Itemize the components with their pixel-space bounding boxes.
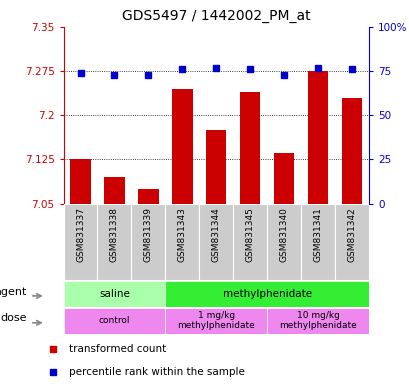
- Bar: [165, 204, 199, 280]
- Text: GSM831341: GSM831341: [313, 207, 322, 262]
- Text: transformed count: transformed count: [69, 344, 166, 354]
- Text: methylphenidate: methylphenidate: [222, 289, 311, 299]
- Text: GSM831342: GSM831342: [347, 207, 356, 262]
- Bar: [131, 204, 165, 280]
- Bar: [172, 89, 192, 204]
- Bar: [63, 204, 97, 280]
- Text: GSM831337: GSM831337: [76, 207, 85, 262]
- Bar: [300, 204, 334, 280]
- Text: agent: agent: [0, 286, 27, 296]
- Bar: [267, 204, 300, 280]
- Bar: [97, 204, 131, 280]
- Bar: [104, 177, 124, 204]
- Text: control: control: [99, 316, 130, 325]
- Text: GSM831345: GSM831345: [245, 207, 254, 262]
- Text: GSM831338: GSM831338: [110, 207, 119, 262]
- Text: 1 mg/kg
methylphenidate: 1 mg/kg methylphenidate: [177, 311, 254, 330]
- Text: saline: saline: [99, 289, 130, 299]
- Bar: [165, 281, 368, 307]
- Bar: [267, 308, 368, 334]
- Bar: [63, 281, 165, 307]
- Bar: [165, 308, 267, 334]
- Bar: [138, 189, 158, 204]
- Text: GSM831339: GSM831339: [144, 207, 153, 262]
- Bar: [341, 98, 361, 204]
- Title: GDS5497 / 1442002_PM_at: GDS5497 / 1442002_PM_at: [121, 9, 310, 23]
- Text: GSM831344: GSM831344: [211, 207, 220, 262]
- Bar: [307, 71, 328, 204]
- Bar: [233, 204, 267, 280]
- Bar: [334, 204, 368, 280]
- Bar: [199, 204, 233, 280]
- Bar: [239, 92, 260, 204]
- Text: dose: dose: [0, 313, 27, 323]
- Bar: [63, 308, 165, 334]
- Bar: [206, 130, 226, 204]
- Text: percentile rank within the sample: percentile rank within the sample: [69, 366, 245, 377]
- Text: 10 mg/kg
methylphenidate: 10 mg/kg methylphenidate: [279, 311, 356, 330]
- Bar: [273, 154, 294, 204]
- Bar: [70, 159, 90, 204]
- Text: GSM831343: GSM831343: [178, 207, 187, 262]
- Text: GSM831340: GSM831340: [279, 207, 288, 262]
